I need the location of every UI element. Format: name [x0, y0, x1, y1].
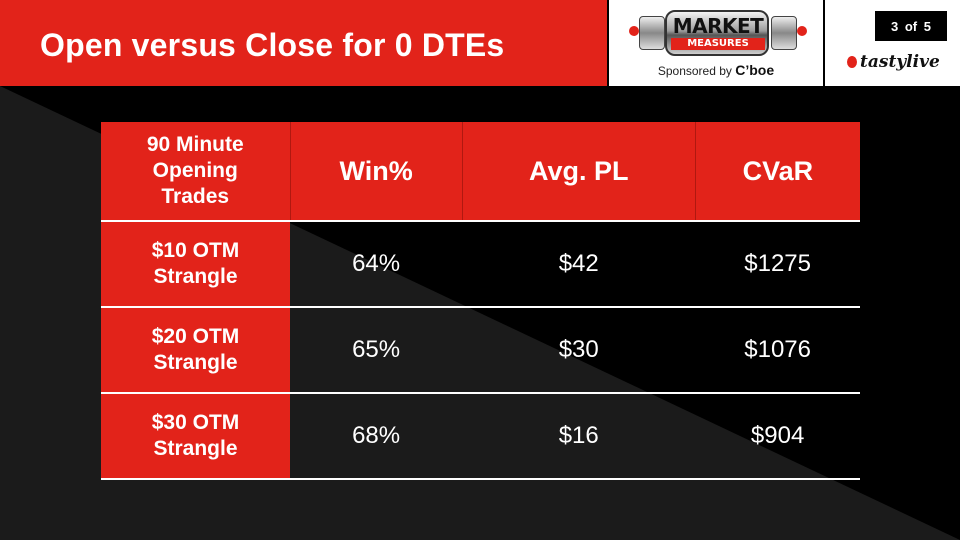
tastylive-wordmark: tastylive — [860, 52, 940, 72]
logo-cylinder-end-left — [639, 16, 665, 50]
cell-cvar: $1275 — [695, 221, 860, 308]
sponsor-prefix: Sponsored by — [657, 64, 732, 78]
cell-avg-pl: $30 — [462, 307, 696, 394]
row-label: $20 OTM Strangle — [101, 307, 290, 394]
row-label-line: Strangle — [153, 351, 238, 374]
row-label: $10 OTM Strangle — [101, 221, 290, 308]
title-bar: Open versus Close for 0 DTEs — [0, 0, 607, 86]
table-row: $20 OTM Strangle 65% $30 $1076 — [101, 307, 860, 394]
corner-header-line: Opening — [152, 159, 238, 182]
brand-panel: 3 of 5 tastylive — [825, 0, 960, 86]
row-label-line: $20 OTM — [151, 325, 240, 348]
row-label-line: $30 OTM — [151, 411, 240, 434]
row-label-line: Strangle — [153, 265, 238, 288]
logo-cylinder-end-right — [771, 16, 797, 50]
cell-avg-pl: $42 — [462, 221, 696, 308]
logo-text-market: MARKET — [672, 14, 764, 38]
logo-dot-left — [629, 26, 639, 36]
corner-header-line: 90 Minute — [146, 133, 244, 156]
cell-win: 65% — [290, 307, 463, 394]
column-header-avg-pl: Avg. PL — [462, 122, 696, 222]
table-header-row: 90 Minute Opening Trades Win% Avg. PL CV… — [101, 122, 860, 222]
logo-dot-right — [797, 26, 807, 36]
cell-win: 68% — [290, 393, 463, 480]
table-row: $30 OTM Strangle 68% $16 $904 — [101, 393, 860, 480]
cell-cvar: $904 — [695, 393, 860, 480]
cell-avg-pl: $16 — [462, 393, 696, 480]
results-table: 90 Minute Opening Trades Win% Avg. PL CV… — [101, 122, 860, 480]
cell-win: 64% — [290, 221, 463, 308]
page-indicator: 3 of 5 — [875, 11, 947, 41]
market-measures-logo-panel: MARKET MEASURES Sponsored by C’boe — [607, 0, 825, 86]
page-title: Open versus Close for 0 DTEs — [40, 26, 505, 63]
row-label: $30 OTM Strangle — [101, 393, 290, 480]
sponsor-name: C’boe — [735, 62, 775, 78]
cell-cvar: $1076 — [695, 307, 860, 394]
sponsor-line: Sponsored by C’boe — [658, 62, 774, 78]
logo-text-measures: MEASURES — [671, 38, 765, 50]
corner-header-line: Trades — [161, 185, 230, 208]
market-measures-logo: MARKET MEASURES — [621, 6, 811, 60]
row-label-line: $10 OTM — [151, 239, 240, 262]
column-header-win: Win% — [290, 122, 463, 222]
corner-header: 90 Minute Opening Trades — [101, 122, 291, 222]
row-label-line: Strangle — [153, 437, 238, 460]
column-header-cvar: CVaR — [695, 122, 860, 222]
table-row: $10 OTM Strangle 64% $42 $1275 — [101, 221, 860, 308]
tastylive-logo: tastylive — [847, 52, 940, 72]
tastylive-mark-icon — [847, 56, 857, 68]
